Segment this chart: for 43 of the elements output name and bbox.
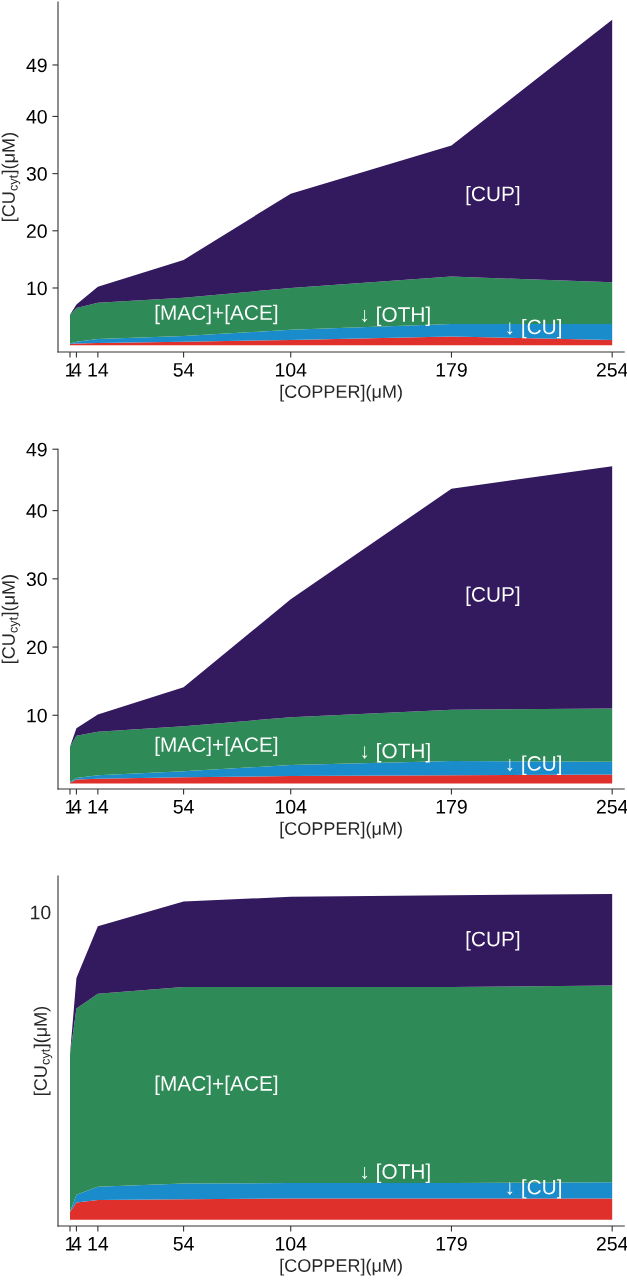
series-label: ↓ [OTH]	[362, 306, 430, 327]
y-tick-label: 20	[26, 224, 47, 239]
series-label: [MAC]+[ACE]	[155, 304, 278, 325]
series-label: ↓ [OTH]	[362, 742, 430, 763]
series-label: [CUP]	[466, 931, 520, 951]
y-axis-title: [CU$_{cyt}$](μM)	[33, 1006, 53, 1095]
x-tick-label: 254	[596, 1236, 627, 1251]
x-tick-label: 54	[173, 800, 194, 814]
x-tick-label: 254	[596, 362, 627, 377]
x-tick-label: 14	[88, 800, 109, 814]
x-tick-label: 14	[88, 1237, 109, 1251]
y-tick-label: 10	[27, 281, 47, 296]
x-axis-title: [COPPER](μM)	[280, 384, 402, 402]
y-tick-label: 30	[26, 167, 47, 181]
x-tick-label: 104	[275, 799, 307, 814]
series-label: ↓ [CU]	[507, 1179, 562, 1199]
x-axis-title: [COPPER](μM)	[280, 821, 402, 839]
y-tick-label: 10	[27, 708, 47, 723]
x-tick-label: 104	[275, 362, 307, 377]
series-label: ↓ [CU]	[507, 755, 562, 775]
x-tick-label: 179	[436, 362, 467, 377]
x-tick-label: 54	[173, 1237, 194, 1251]
x-tick-label: 14	[88, 363, 109, 377]
y-tick-label: 40	[26, 109, 47, 124]
x-tick-label: 54	[173, 363, 194, 377]
y-axis-title: [CU$_{cyt}$](μM)	[1, 133, 21, 221]
x-tick-label: 104	[275, 1236, 307, 1251]
y-tick-label: 30	[26, 572, 47, 587]
series-label: [MAC]+[ACE]	[155, 736, 278, 757]
series-label: [MAC]+[ACE]	[155, 1075, 278, 1095]
y-tick-label: 40	[26, 504, 47, 518]
series-label: [CUP]	[466, 185, 520, 206]
series-label: [CUP]	[466, 586, 520, 606]
x-tick-label: 254	[596, 799, 627, 814]
series-label: ↓ [OTH]	[362, 1163, 430, 1183]
x-axis-title: [COPPER](μM)	[280, 1258, 402, 1276]
y-tick-label: 49	[26, 442, 47, 457]
series-label: ↓ [CU]	[507, 318, 562, 339]
x-tick-label: 179	[436, 1236, 467, 1251]
y-axis-title: [CU$_{cyt}$](μM)	[1, 575, 21, 664]
x-tick-label: 179	[436, 799, 467, 814]
y-tick-label: 20	[26, 640, 47, 655]
y-tick-label: 49	[26, 58, 47, 73]
